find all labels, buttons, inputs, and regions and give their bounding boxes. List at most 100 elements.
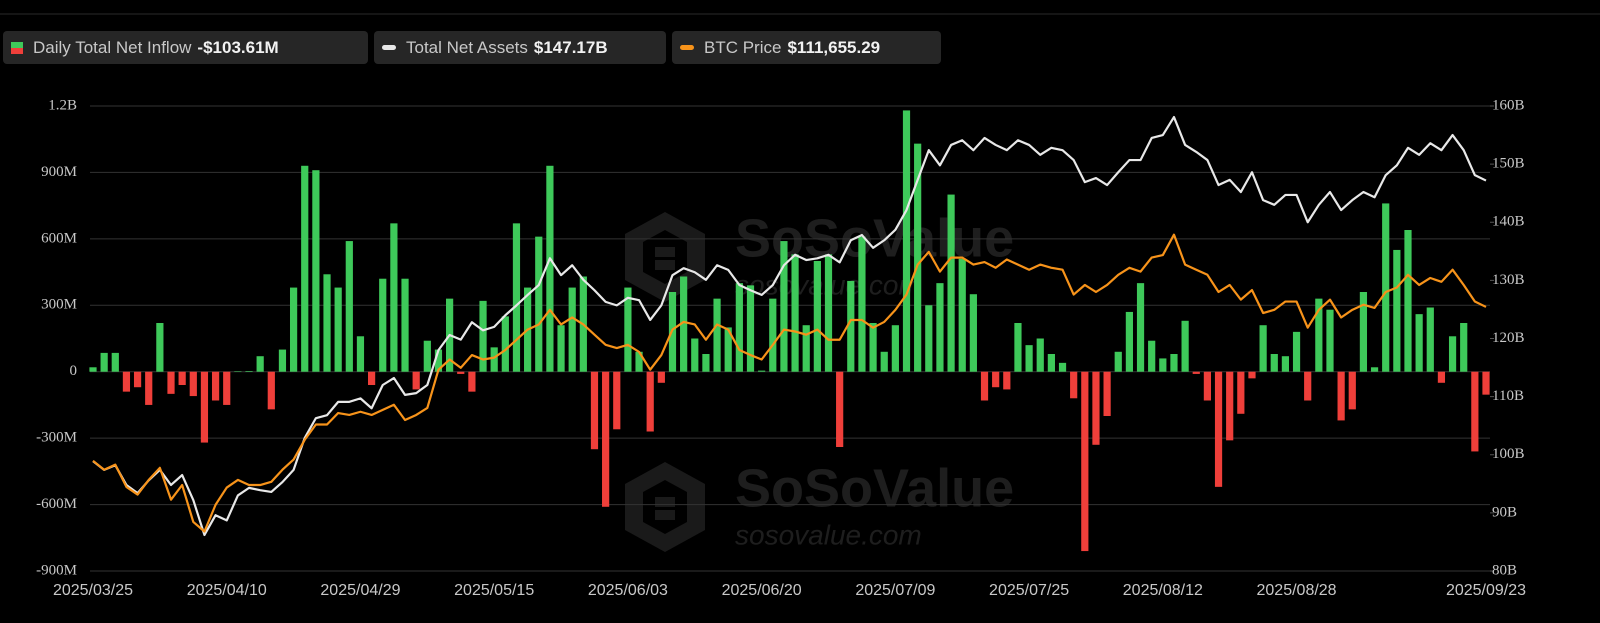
bar [301,165,309,372]
bar [869,323,877,372]
y2-tick-label: 150B [1492,156,1525,172]
bar [356,336,365,372]
bar [1192,371,1200,374]
bar [256,356,264,372]
bar [836,371,844,447]
bar [1136,283,1145,372]
y-tick-label: -600M [36,496,77,512]
bar [769,298,777,372]
bar [535,236,543,372]
bar [702,354,710,372]
y2-tick-label: 130B [1492,272,1525,288]
bar [512,223,521,372]
y2-tick-label: 120B [1492,330,1525,346]
y2-tick-label: 100B [1492,446,1525,462]
bar [590,371,599,450]
watermark-logo [625,462,705,552]
legend-item[interactable]: BTC Price $111,655.29 [672,31,941,64]
bar [1226,371,1234,441]
bar [189,371,197,397]
bar [1148,340,1156,372]
y-tick-label: 1.2B [48,97,77,113]
y2-tick-label: 110B [1492,388,1524,404]
bar [691,338,699,372]
bar [969,294,977,372]
x-tick-label: 2025/06/20 [722,582,802,599]
legend-item[interactable]: Daily Total Net Inflow -$103.61M [3,31,368,64]
bar [992,371,1000,388]
legend-item[interactable]: Total Net Assets $147.17B [374,31,666,64]
bar [379,278,387,372]
bar [122,371,131,392]
bar [802,325,810,372]
legend-label: BTC Price [704,37,782,57]
bar [468,371,476,392]
bar [133,371,142,388]
bar [1092,371,1100,445]
bar [1370,367,1379,372]
bar [914,143,922,372]
bar [1415,314,1423,372]
bar [1259,325,1267,372]
x-tick-label: 2025/05/15 [454,582,534,599]
bar [1170,354,1178,372]
bar [646,371,654,432]
bar [1003,371,1011,390]
y2-tick-label: 140B [1492,214,1525,230]
y-tick-label: 600M [41,230,77,246]
bar [947,194,955,372]
bar [423,340,431,372]
bar [880,351,888,372]
bar [1025,345,1033,372]
bar [200,371,209,443]
bar [613,371,621,430]
bar [390,223,398,372]
bar [847,280,855,372]
bar [1460,323,1468,372]
bar [211,371,220,401]
bar [323,274,331,372]
bar [1047,354,1055,372]
bar [178,371,186,385]
bar [791,254,799,372]
x-tick-label: 2025/07/25 [989,582,1069,599]
bar [1248,371,1256,379]
bar [245,371,253,372]
line [92,115,1487,537]
bar [680,276,688,372]
bar [234,371,242,372]
bar [1448,336,1457,372]
bar [368,371,376,385]
bar [1482,371,1490,395]
bar [501,316,509,372]
watermark-text: SoSoValue [735,458,1014,518]
watermarks: SoSoValue sosovalue.com SoSoValue sosova… [625,208,1014,552]
x-tick-label: 2025/09/23 [1446,582,1526,599]
bar [557,325,565,372]
bar [724,327,732,372]
bar [1393,249,1401,372]
bar [1014,323,1022,372]
y2-tick-label: 80B [1492,562,1517,578]
bar [1404,230,1412,372]
bar [1181,320,1189,372]
x-tick-label: 2025/07/09 [855,582,935,599]
watermark-logo [625,212,705,302]
bar [457,371,465,374]
bar [1281,356,1290,372]
bar [401,278,409,372]
bar [1292,331,1301,372]
x-tick-label: 2025/08/28 [1257,582,1337,599]
bar [145,371,153,405]
y-tick-label: -900M [36,562,77,578]
bar [1203,371,1211,401]
bar [902,110,911,372]
bar [1214,371,1223,487]
bar [289,287,298,372]
bar [1337,371,1345,421]
bar [479,300,487,372]
bar [635,351,643,372]
bar [345,241,353,372]
legend-icon [382,45,396,50]
